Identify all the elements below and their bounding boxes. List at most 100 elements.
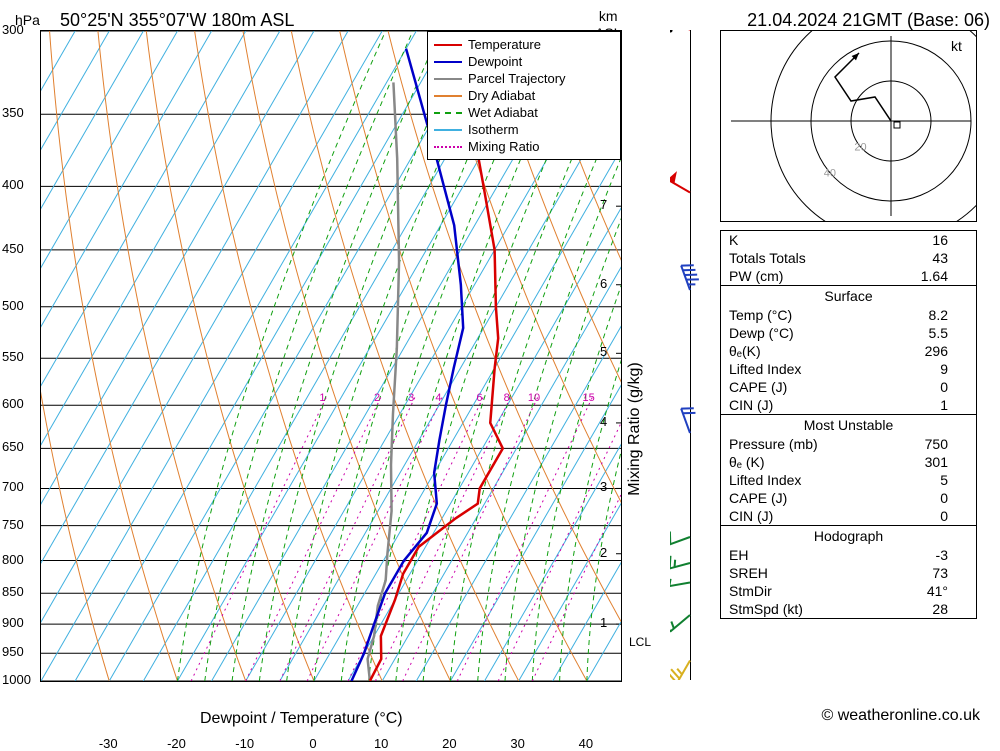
pressure-tick-label: 600 <box>2 396 24 411</box>
stat-label: θₑ(K) <box>729 343 869 359</box>
legend-swatch <box>434 61 462 63</box>
legend-row: Mixing Ratio <box>434 138 614 155</box>
legend-row: Wet Adiabat <box>434 104 614 121</box>
stat-value: 16 <box>869 232 968 248</box>
temperature-tick-label: -20 <box>161 736 191 751</box>
stat-value: 41° <box>869 583 968 599</box>
pressure-tick-label: 300 <box>2 22 24 37</box>
svg-text:4: 4 <box>435 392 441 404</box>
temperature-tick-label: 0 <box>298 736 328 751</box>
pressure-tick-label: 550 <box>2 349 24 364</box>
stat-label: Pressure (mb) <box>729 436 869 452</box>
stat-label: StmDir <box>729 583 869 599</box>
pressure-tick-label: 350 <box>2 105 24 120</box>
temperature-tick-label: -30 <box>93 736 123 751</box>
stat-row: SREH73 <box>721 564 976 582</box>
temperature-tick-label: 40 <box>571 736 601 751</box>
svg-text:3: 3 <box>408 392 414 404</box>
stat-row: CIN (J)0 <box>721 507 976 525</box>
stat-label: Totals Totals <box>729 250 869 266</box>
pressure-tick-label: 400 <box>2 177 24 192</box>
legend-row: Dewpoint <box>434 53 614 70</box>
stat-label: K <box>729 232 869 248</box>
svg-text:kt: kt <box>951 38 962 54</box>
svg-text:1: 1 <box>319 392 325 404</box>
legend-label: Isotherm <box>468 122 519 137</box>
stat-label: EH <box>729 547 869 563</box>
stat-row: Lifted Index5 <box>721 471 976 489</box>
stat-label: StmSpd (kt) <box>729 601 869 617</box>
stat-label: Lifted Index <box>729 361 869 377</box>
stat-row: CIN (J)1 <box>721 396 976 414</box>
legend-row: Temperature <box>434 36 614 53</box>
legend-swatch <box>434 129 462 131</box>
svg-text:10: 10 <box>528 392 540 404</box>
svg-text:20: 20 <box>854 142 866 154</box>
stats-table: K16Totals Totals43PW (cm)1.64SurfaceTemp… <box>720 230 977 619</box>
stat-value: 296 <box>869 343 968 359</box>
pressure-tick-label: 650 <box>2 439 24 454</box>
mixing-ratio-axis-label: Mixing Ratio (g/kg) <box>626 349 644 509</box>
legend-label: Dry Adiabat <box>468 88 535 103</box>
stat-row: PW (cm)1.64 <box>721 267 976 285</box>
stat-row: Lifted Index9 <box>721 360 976 378</box>
stat-value: 750 <box>869 436 968 452</box>
stat-row: CAPE (J)0 <box>721 378 976 396</box>
stat-row: StmDir41° <box>721 582 976 600</box>
stat-value: 73 <box>869 565 968 581</box>
legend-swatch <box>434 95 462 97</box>
stat-value: -3 <box>869 547 968 563</box>
legend-swatch <box>434 146 462 148</box>
svg-text:40: 40 <box>824 167 836 179</box>
svg-text:8: 8 <box>504 392 510 404</box>
legend-swatch <box>434 112 462 114</box>
stat-row: θₑ(K)296 <box>721 342 976 360</box>
stat-value: 0 <box>869 508 968 524</box>
stat-row: CAPE (J)0 <box>721 489 976 507</box>
pressure-tick-label: 850 <box>2 584 24 599</box>
stat-row: Dewp (°C)5.5 <box>721 324 976 342</box>
pressure-tick-label: 500 <box>2 298 24 313</box>
stat-value: 1.64 <box>869 268 968 284</box>
stat-section-header: Surface <box>721 285 976 306</box>
stat-label: CIN (J) <box>729 508 869 524</box>
stat-label: PW (cm) <box>729 268 869 284</box>
pressure-tick-label: 900 <box>2 615 24 630</box>
skewt-chart: 12346810152025 TemperatureDewpointParcel… <box>40 30 622 682</box>
stat-value: 5 <box>869 472 968 488</box>
stat-value: 0 <box>869 490 968 506</box>
pressure-tick-label: 950 <box>2 644 24 659</box>
stat-value: 8.2 <box>869 307 968 323</box>
legend-row: Isotherm <box>434 121 614 138</box>
stat-value: 5.5 <box>869 325 968 341</box>
stat-section-header: Hodograph <box>721 525 976 546</box>
stat-label: CIN (J) <box>729 397 869 413</box>
stat-label: Dewp (°C) <box>729 325 869 341</box>
legend-box: Temperature Dewpoint Parcel Trajectory Dry … <box>427 31 621 160</box>
copyright-text: © weatheronline.co.uk <box>821 707 980 725</box>
svg-text:6: 6 <box>476 392 482 404</box>
stat-row: StmSpd (kt)28 <box>721 600 976 618</box>
stat-row: K16 <box>721 231 976 249</box>
svg-text:2: 2 <box>374 392 380 404</box>
stat-label: CAPE (J) <box>729 379 869 395</box>
pressure-tick-label: 700 <box>2 479 24 494</box>
temperature-tick-label: 20 <box>434 736 464 751</box>
legend-label: Temperature <box>468 37 541 52</box>
pressure-tick-label: 450 <box>2 241 24 256</box>
stat-value: 0 <box>869 379 968 395</box>
temperature-tick-label: 10 <box>366 736 396 751</box>
stat-value: 301 <box>869 454 968 470</box>
hodograph-box: kt 20 40 <box>720 30 977 222</box>
stat-row: Pressure (mb)750 <box>721 435 976 453</box>
stat-row: Temp (°C)8.2 <box>721 306 976 324</box>
temperature-tick-label: -10 <box>230 736 260 751</box>
legend-row: Parcel Trajectory <box>434 70 614 87</box>
legend-label: Parcel Trajectory <box>468 71 566 86</box>
stat-label: SREH <box>729 565 869 581</box>
legend-label: Dewpoint <box>468 54 522 69</box>
stat-section-header: Most Unstable <box>721 414 976 435</box>
temperature-tick-label: 30 <box>503 736 533 751</box>
pressure-tick-label: 1000 <box>2 672 31 687</box>
x-axis-label: Dewpoint / Temperature (°C) <box>200 710 403 728</box>
